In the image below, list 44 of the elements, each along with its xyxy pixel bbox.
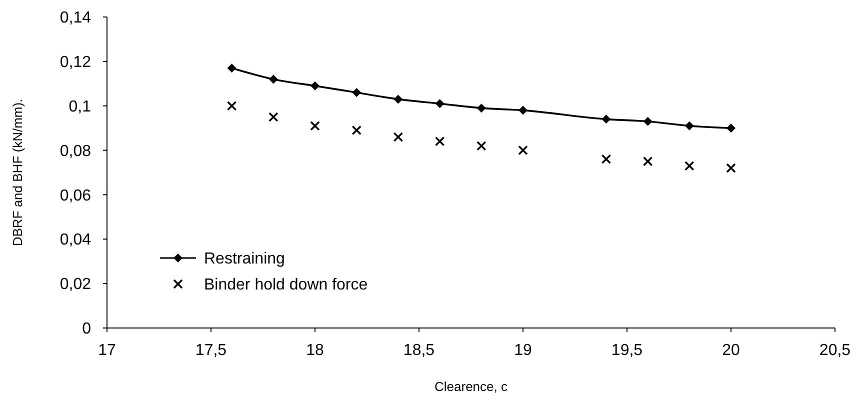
point bbox=[227, 64, 236, 73]
x-tick-label: 19 bbox=[514, 342, 532, 359]
x-tick-label: 18 bbox=[306, 342, 324, 359]
point bbox=[518, 145, 528, 156]
x-tick-label: 20,5 bbox=[819, 342, 851, 359]
point bbox=[352, 125, 362, 136]
x-tick-label: 17,5 bbox=[195, 342, 227, 359]
y-tick-label: 0,06 bbox=[60, 187, 92, 204]
y-tick-label: 0,04 bbox=[60, 232, 92, 249]
y-axis-title: DBRF and BHF (kN/mm). bbox=[10, 98, 25, 246]
legend-label: Binder hold down force bbox=[204, 276, 368, 294]
point bbox=[684, 121, 694, 130]
x-tick-label: 19,5 bbox=[611, 342, 643, 359]
y-tick-label: 0,02 bbox=[60, 276, 92, 294]
point bbox=[602, 114, 611, 124]
x-tick-label: 20 bbox=[722, 342, 740, 359]
y-tick-label: 0,08 bbox=[60, 142, 92, 160]
point bbox=[726, 124, 736, 133]
point bbox=[642, 156, 653, 166]
x-tick-label: 17 bbox=[98, 342, 116, 359]
point bbox=[394, 94, 403, 104]
x-tick-label: 18,5 bbox=[403, 342, 435, 359]
point bbox=[684, 160, 694, 171]
point bbox=[643, 116, 652, 126]
point bbox=[726, 163, 736, 173]
point bbox=[310, 120, 320, 131]
x-axis-title: Clearence, c bbox=[434, 379, 508, 394]
point bbox=[434, 136, 445, 146]
point bbox=[310, 81, 320, 90]
point bbox=[226, 100, 237, 111]
point bbox=[435, 99, 444, 108]
point bbox=[518, 106, 528, 115]
y-tick-label: 0,12 bbox=[60, 54, 92, 72]
point bbox=[268, 112, 278, 122]
point bbox=[601, 154, 612, 164]
point bbox=[476, 140, 486, 151]
y-tick-label: 0,1 bbox=[68, 98, 92, 116]
point bbox=[393, 132, 404, 142]
legend-label: Restraining bbox=[204, 250, 285, 268]
point bbox=[476, 104, 486, 113]
y-tick-label: 0,14 bbox=[60, 10, 92, 27]
point bbox=[352, 88, 362, 98]
y-tick-label: 0 bbox=[82, 320, 92, 338]
point bbox=[268, 74, 278, 84]
